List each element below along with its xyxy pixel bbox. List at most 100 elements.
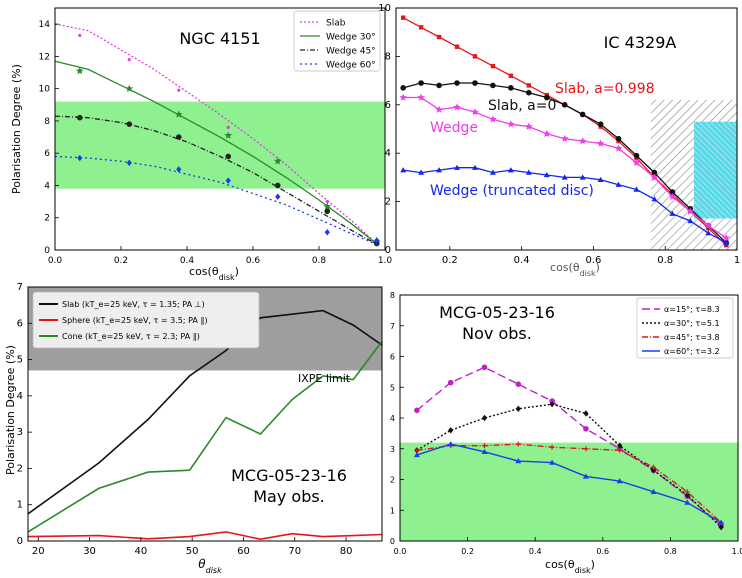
data-point [126,159,132,167]
y-tick-label: 1 [390,506,395,515]
data-point [436,167,443,173]
data-point [324,208,331,215]
data-point [471,108,479,116]
data-point [481,448,488,455]
data-point [436,34,442,40]
series-label-wedge-truncated: Wedge (truncated disc) [430,183,594,199]
data-point [400,167,407,173]
data-point [615,181,622,187]
data-point [561,102,568,108]
x-tick-label: 0.2 [442,255,458,266]
data-point [687,217,694,224]
data-point [273,157,282,165]
y-axis-label: Polarisation Degree (%) [10,64,23,194]
data-point [374,237,380,244]
data-point [481,414,488,422]
y-tick-label: 14 [39,20,51,30]
series-line-2 [54,60,379,246]
legend: Slab (kT_e=25 keV, τ = 1.35; PA ⊥) Sphere… [32,291,260,349]
legend-entry: Sphere (kT_e=25 keV, τ = 3.5; PA ∥) [62,316,208,325]
data-point [454,80,460,86]
data-point [489,169,496,175]
data-point [176,166,182,173]
data-point [543,94,550,101]
legend-entry: Cone (kT_e=25 keV, τ = 2.3; PA ∥) [62,332,200,341]
legend-entry: Wedge 60° [326,61,376,71]
legend-box [293,10,381,72]
y-tick-label: 4 [390,414,395,423]
y-tick-label: 8 [44,117,50,127]
cyan-region [693,121,737,219]
y-tick-label: 10 [39,85,51,95]
y-axis-label: Polarisation Degree (%) [4,345,17,475]
x-tick-label: 0.8 [312,256,327,266]
chart-title: IC 4329A [604,33,677,52]
y-tick-label: 7 [390,322,395,331]
x-axis-label: θdisk [198,557,222,575]
data-point [617,442,623,449]
data-point [549,400,555,408]
y-tick-label: 8 [385,51,391,62]
y-tick-label: 5 [390,383,395,392]
x-tick-label: 0.6 [596,547,609,556]
data-point [399,93,407,101]
y-tick-label: 2 [390,476,395,485]
y-tick-label: 10 [378,3,391,14]
data-point [718,523,724,531]
data-point [525,122,533,130]
legend-entry: α=30°; τ=5.1 [664,319,720,328]
data-point [684,499,691,505]
data-point [481,364,488,371]
data-point [275,193,281,200]
chart-title: NGC 4151 [179,29,260,48]
x-tick-label: 0.2 [114,256,128,266]
x-tick-label: 0.8 [657,255,673,266]
legend-box [636,297,734,359]
x-tick-label: 80 [340,546,353,557]
data-point [684,489,690,495]
data-point [650,173,659,181]
data-point [472,80,478,86]
data-point [515,441,521,447]
data-point [414,407,420,414]
data-point [616,478,623,484]
y-tick-label: 5 [17,355,23,366]
data-point [225,153,232,160]
plot-frame [54,7,386,251]
data-point [224,131,233,139]
x-tick-label: 0.6 [585,255,601,266]
data-point [127,58,131,62]
data-point [125,84,134,92]
data-point [722,233,730,242]
data-point [177,88,181,92]
data-point [668,192,677,200]
data-point [704,221,713,229]
y-tick-label: 0 [385,245,391,256]
y-tick-label: 1 [17,500,23,511]
y-tick-label: 4 [17,391,23,402]
data-point [596,139,605,147]
data-point [226,125,230,129]
y-tick-label: 2 [44,214,50,224]
y-tick-label: 3 [390,445,395,454]
data-point [78,33,82,38]
y-tick-label: 4 [44,181,50,191]
data-point [418,25,424,30]
data-point [515,405,521,412]
series-line-4 [54,155,379,246]
constraint-band [55,101,385,189]
data-point [617,447,623,453]
series-line-2 [416,403,722,528]
legend: α=15°; τ=8.3 α=30°; τ=5.1 α=45°; τ=3.8 α=60… [636,297,734,359]
data-point [447,379,454,386]
x-axis-label: cos(θdisk) [189,265,239,282]
y-tick-label: 3 [17,427,23,438]
x-tick-label: 1 [734,255,740,266]
chart-subtitle: Nov obs. [462,324,532,343]
data-point [583,425,589,432]
data-point [323,202,332,210]
data-point [508,85,514,91]
data-point [515,458,522,464]
data-point [507,120,515,128]
data-point [669,189,676,195]
